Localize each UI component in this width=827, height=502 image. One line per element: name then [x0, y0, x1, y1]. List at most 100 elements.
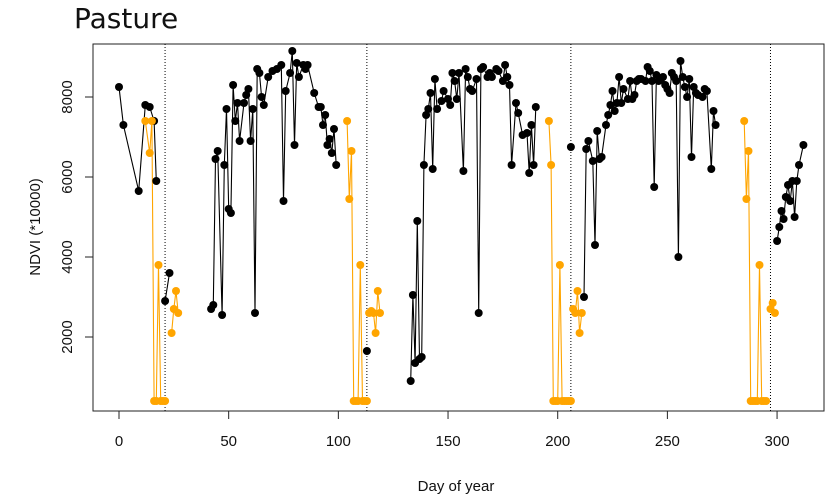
- x-tick-label: 150: [436, 433, 461, 450]
- x-tick-label: 100: [326, 433, 351, 450]
- data-point-series-0: [419, 161, 428, 169]
- data-point-series-0: [303, 61, 312, 69]
- data-point-series-0: [134, 187, 143, 195]
- data-point-series-0: [591, 241, 599, 249]
- data-point-series-0: [231, 117, 240, 125]
- data-point-series-0: [281, 87, 290, 95]
- data-point-series-0: [459, 167, 468, 175]
- data-point-series-0: [512, 99, 520, 107]
- data-point-series-1: [742, 195, 751, 203]
- data-point-series-0: [408, 291, 417, 299]
- x-tick-label: 200: [545, 433, 570, 450]
- data-point-series-1: [141, 117, 150, 125]
- series-lines: [118, 50, 804, 402]
- data-point-series-0: [650, 183, 659, 191]
- data-point-series-1: [369, 309, 378, 317]
- data-point-series-0: [711, 121, 720, 129]
- data-point-series-0: [327, 149, 336, 157]
- data-point-series-0: [294, 73, 303, 81]
- x-tick-label: 300: [765, 433, 790, 450]
- data-point-series-0: [406, 377, 415, 385]
- data-point-series-0: [161, 297, 170, 305]
- data-point-series-0: [689, 83, 698, 91]
- series-0-line-1: [164, 272, 171, 302]
- data-point-series-0: [619, 85, 628, 93]
- data-point-series-0: [286, 69, 295, 77]
- data-point-series-1: [172, 287, 180, 295]
- data-point-series-0: [615, 73, 624, 81]
- chart-title: Pasture: [74, 2, 179, 35]
- data-point-series-0: [472, 75, 481, 83]
- data-point-series-0: [325, 135, 334, 143]
- data-point-series-0: [279, 197, 288, 205]
- data-point-series-0: [240, 99, 248, 107]
- data-point-series-0: [707, 165, 716, 173]
- data-point-series-1: [345, 195, 354, 203]
- y-axis-label: NDVI (*10000): [27, 178, 44, 276]
- data-point-series-1: [555, 261, 564, 269]
- data-point-series-0: [641, 77, 650, 85]
- data-point-series-0: [209, 301, 218, 309]
- data-point-series-1: [573, 287, 582, 295]
- data-point-series-1: [154, 261, 163, 269]
- data-point-series-0: [264, 73, 273, 81]
- data-point-series-1: [770, 309, 779, 317]
- data-point-series-0: [292, 59, 301, 67]
- data-point-series-0: [444, 95, 452, 103]
- data-point-series-0: [795, 161, 803, 169]
- data-point-series-1: [544, 117, 553, 125]
- data-point-series-0: [226, 209, 235, 217]
- data-point-series-0: [588, 157, 597, 165]
- data-point-series-0: [433, 105, 442, 113]
- data-point-series-1: [571, 309, 580, 317]
- data-point-series-0: [424, 105, 433, 113]
- data-point-series-0: [593, 127, 602, 135]
- series-1-line-2: [346, 120, 367, 402]
- data-point-series-0: [606, 101, 615, 109]
- x-axis: 0 50 100 150 200 250 300: [115, 411, 790, 450]
- data-point-series-0: [501, 61, 510, 69]
- data-point-series-1: [744, 147, 753, 155]
- data-point-series-0: [242, 91, 251, 99]
- x-tick-label: 50: [220, 433, 237, 450]
- data-point-series-0: [362, 347, 371, 355]
- data-point-series-0: [566, 143, 575, 151]
- data-point-series-0: [680, 83, 689, 91]
- series-points: [115, 47, 808, 405]
- data-point-series-0: [255, 69, 264, 77]
- data-point-series-0: [211, 155, 220, 163]
- data-point-series-0: [479, 63, 488, 71]
- data-point-series-1: [145, 149, 154, 157]
- data-point-series-0: [676, 57, 685, 65]
- data-point-series-0: [277, 61, 286, 69]
- data-point-series-0: [452, 95, 461, 103]
- data-point-series-0: [685, 75, 694, 83]
- y-tick-label: 6000: [59, 160, 76, 193]
- data-point-series-1: [575, 329, 584, 337]
- data-point-series-0: [582, 145, 591, 153]
- data-point-series-0: [218, 311, 227, 319]
- data-point-series-0: [152, 177, 161, 185]
- x-tick-label: 250: [655, 433, 680, 450]
- data-point-series-0: [119, 121, 128, 129]
- data-point-series-0: [468, 87, 477, 95]
- data-point-series-0: [257, 93, 266, 101]
- data-point-series-0: [709, 107, 718, 115]
- data-point-series-0: [413, 217, 422, 225]
- data-point-series-0: [316, 103, 325, 111]
- data-point-series-0: [310, 89, 319, 97]
- data-point-series-0: [792, 177, 801, 185]
- data-point-series-0: [507, 161, 516, 169]
- data-point-series-0: [659, 73, 667, 81]
- y-tick-label: 4000: [59, 240, 76, 273]
- data-point-series-1: [547, 161, 556, 169]
- data-point-series-0: [775, 223, 784, 231]
- y-tick-label: 8000: [59, 80, 76, 113]
- data-point-series-0: [523, 129, 531, 137]
- data-point-series-0: [448, 69, 457, 77]
- data-point-series-1: [566, 397, 575, 405]
- data-point-series-0: [617, 99, 626, 107]
- data-point-series-0: [790, 213, 799, 221]
- data-point-series-0: [799, 141, 808, 149]
